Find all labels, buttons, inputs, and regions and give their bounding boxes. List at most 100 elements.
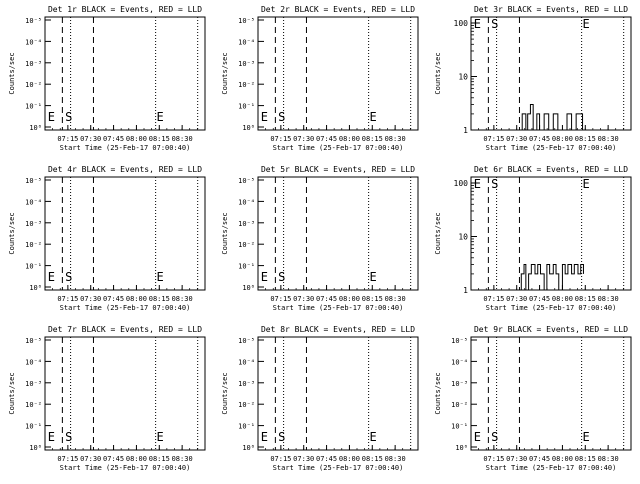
event-marker-e: E: [370, 110, 377, 124]
y-axis-label: Counts/sec: [434, 372, 442, 414]
x-tick-label: 07:15: [57, 295, 78, 303]
event-marker-s: S: [65, 110, 72, 124]
y-tick-label: 10⁻³: [25, 220, 42, 228]
x-tick-label: 08:00: [126, 455, 147, 463]
y-tick-label: 10: [458, 73, 468, 82]
event-marker-e: E: [157, 430, 164, 444]
event-marker-e: E: [474, 177, 481, 191]
y-axis-label: Counts/sec: [8, 212, 16, 254]
chart-panel-1: Det 1r BLACK = Events, RED = LLD Counts/s…: [8, 5, 206, 152]
x-tick-label: 07:15: [483, 455, 504, 463]
x-axis-label: Start Time (25-Feb-17 07:00:40): [486, 144, 617, 152]
panel-title: Det 5r BLACK = Events, RED = LLD: [261, 165, 415, 174]
event-marker-e: E: [370, 270, 377, 284]
y-tick-label: 10⁻⁴: [238, 38, 255, 46]
chart-panel-9: Det 9r BLACK = Events, RED = LLD Counts/s…: [434, 325, 632, 472]
x-tick-label: 08:15: [362, 295, 383, 303]
x-tick-label: 07:30: [293, 455, 314, 463]
chart-panel-2: Det 2r BLACK = Events, RED = LLD Counts/s…: [221, 5, 419, 152]
event-marker-s: S: [278, 110, 285, 124]
y-tick-label: 10⁻⁵: [25, 17, 42, 25]
panel-title: Det 8r BLACK = Events, RED = LLD: [261, 325, 415, 334]
x-axis-label: Start Time (25-Feb-17 07:00:40): [60, 464, 191, 472]
y-tick-label: 10⁻³: [451, 380, 468, 388]
x-tick-label: 08:30: [385, 295, 406, 303]
chart-panel-7: Det 7r BLACK = Events, RED = LLD Counts/s…: [8, 325, 206, 472]
y-axis-label: Counts/sec: [434, 212, 442, 254]
y-tick-label: 10⁻¹: [25, 423, 42, 431]
panel-title: Det 6r BLACK = Events, RED = LLD: [474, 165, 628, 174]
x-tick-label: 07:30: [80, 135, 101, 143]
event-marker-e: E: [157, 270, 164, 284]
plot-frame: [44, 176, 206, 291]
x-tick-label: 07:30: [506, 135, 527, 143]
panel-title: Det 3r BLACK = Events, RED = LLD: [474, 5, 628, 14]
y-tick-label: 10⁻²: [451, 401, 468, 409]
x-tick-label: 07:45: [316, 455, 337, 463]
y-axis-label: Counts/sec: [221, 372, 229, 414]
y-tick-label: 10⁻²: [238, 241, 255, 249]
y-tick-label: 10⁻²: [238, 401, 255, 409]
event-marker-e: E: [583, 430, 590, 444]
y-tick-label: 10⁻⁴: [238, 198, 255, 206]
y-tick-label: 10⁰: [242, 444, 255, 452]
x-tick-label: 07:30: [506, 295, 527, 303]
y-tick-label: 10⁻⁵: [25, 177, 42, 185]
plot-frame: [44, 336, 206, 451]
x-axis-label: Start Time (25-Feb-17 07:00:40): [486, 304, 617, 312]
plot-frame: [257, 336, 419, 451]
panel-title: Det 2r BLACK = Events, RED = LLD: [261, 5, 415, 14]
x-tick-label: 08:30: [172, 455, 193, 463]
x-tick-label: 08:00: [552, 295, 573, 303]
event-marker-e: E: [261, 430, 268, 444]
x-tick-label: 07:30: [506, 455, 527, 463]
y-tick-label: 10⁻¹: [451, 423, 468, 431]
y-tick-label: 10⁻¹: [238, 423, 255, 431]
y-tick-label: 1: [463, 286, 468, 295]
plot-frame: [257, 176, 419, 291]
x-tick-label: 07:45: [316, 295, 337, 303]
y-tick-label: 10⁻²: [25, 81, 42, 89]
x-tick-label: 08:00: [126, 135, 147, 143]
event-marker-e: E: [583, 177, 590, 191]
x-tick-label: 08:15: [149, 455, 170, 463]
y-tick-label: 10⁻⁵: [238, 17, 255, 25]
event-marker-e: E: [48, 430, 55, 444]
y-tick-label: 10⁻⁵: [451, 337, 468, 345]
y-tick-label: 10⁻³: [238, 220, 255, 228]
y-tick-label: 10⁻³: [238, 380, 255, 388]
x-tick-label: 07:15: [57, 135, 78, 143]
x-axis-label: Start Time (25-Feb-17 07:00:40): [273, 304, 404, 312]
x-tick-label: 08:15: [575, 455, 596, 463]
x-tick-label: 07:45: [103, 455, 124, 463]
y-tick-label: 10⁰: [29, 124, 42, 132]
plot-frame: [470, 176, 632, 291]
x-tick-label: 08:30: [385, 455, 406, 463]
y-tick-label: 10⁻³: [238, 60, 255, 68]
y-tick-label: 10⁻⁵: [238, 337, 255, 345]
x-tick-label: 07:15: [483, 135, 504, 143]
x-tick-label: 08:00: [552, 455, 573, 463]
event-marker-s: S: [278, 430, 285, 444]
x-tick-label: 07:45: [529, 295, 550, 303]
x-tick-label: 08:15: [149, 295, 170, 303]
x-tick-label: 08:00: [339, 135, 360, 143]
y-tick-label: 10⁻⁴: [451, 358, 468, 366]
event-marker-e: E: [48, 110, 55, 124]
y-tick-label: 10⁻⁵: [238, 177, 255, 185]
event-marker-e: E: [474, 430, 481, 444]
event-marker-e: E: [370, 430, 377, 444]
y-tick-label: 10⁻⁴: [25, 198, 42, 206]
x-tick-label: 08:30: [385, 135, 406, 143]
y-tick-label: 10⁻¹: [238, 103, 255, 111]
x-tick-label: 08:15: [149, 135, 170, 143]
event-marker-e: E: [261, 270, 268, 284]
chart-panel-3: Det 3r BLACK = Events, RED = LLD Counts/s…: [434, 5, 632, 152]
x-tick-label: 08:00: [339, 295, 360, 303]
y-tick-label: 10⁻⁴: [238, 358, 255, 366]
event-marker-e: E: [474, 17, 481, 31]
event-marker-s: S: [65, 270, 72, 284]
y-tick-label: 10⁻⁵: [25, 337, 42, 345]
x-tick-label: 08:30: [598, 295, 619, 303]
y-tick-label: 10⁰: [242, 284, 255, 292]
